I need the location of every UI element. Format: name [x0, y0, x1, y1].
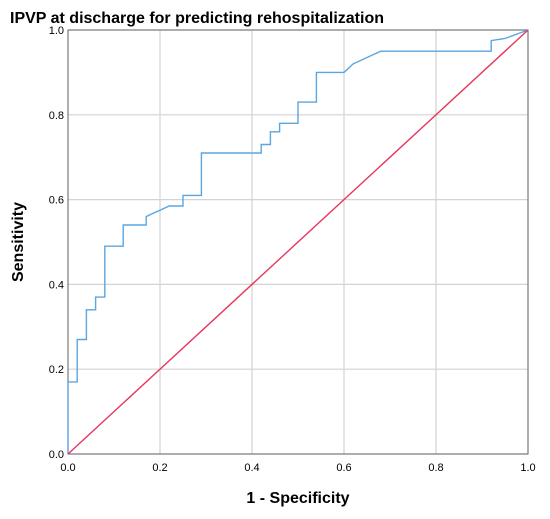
y-axis-label: Sensitivity — [10, 202, 27, 282]
x-tick-label: 0.2 — [152, 462, 167, 474]
y-tick-label: 0.0 — [49, 449, 64, 461]
y-axis-ticks: 0.0 0.2 0.4 0.6 0.8 1.0 — [49, 25, 64, 461]
y-tick-label: 0.6 — [49, 195, 64, 207]
y-tick-label: 0.2 — [49, 364, 64, 376]
x-tick-label: 1.0 — [520, 462, 535, 474]
roc-curve-line — [67, 29, 529, 454]
reference-diagonal-line — [67, 29, 529, 455]
x-tick-label: 0.6 — [336, 462, 351, 474]
x-axis-ticks: 0.0 0.2 0.4 0.6 0.8 1.0 — [60, 462, 535, 474]
y-tick-label: 0.8 — [49, 110, 64, 122]
plot-frame — [67, 29, 529, 455]
x-axis-label: 1 - Specificity — [246, 490, 349, 507]
x-tick-label: 0.0 — [60, 462, 75, 474]
x-tick-label: 0.4 — [244, 462, 259, 474]
x-tick-label: 0.8 — [428, 462, 443, 474]
y-tick-label: 1.0 — [49, 25, 64, 37]
series-group — [67, 29, 529, 455]
chart-title: IPVP at discharge for predicting rehospi… — [10, 10, 384, 27]
y-tick-label: 0.4 — [49, 279, 64, 291]
